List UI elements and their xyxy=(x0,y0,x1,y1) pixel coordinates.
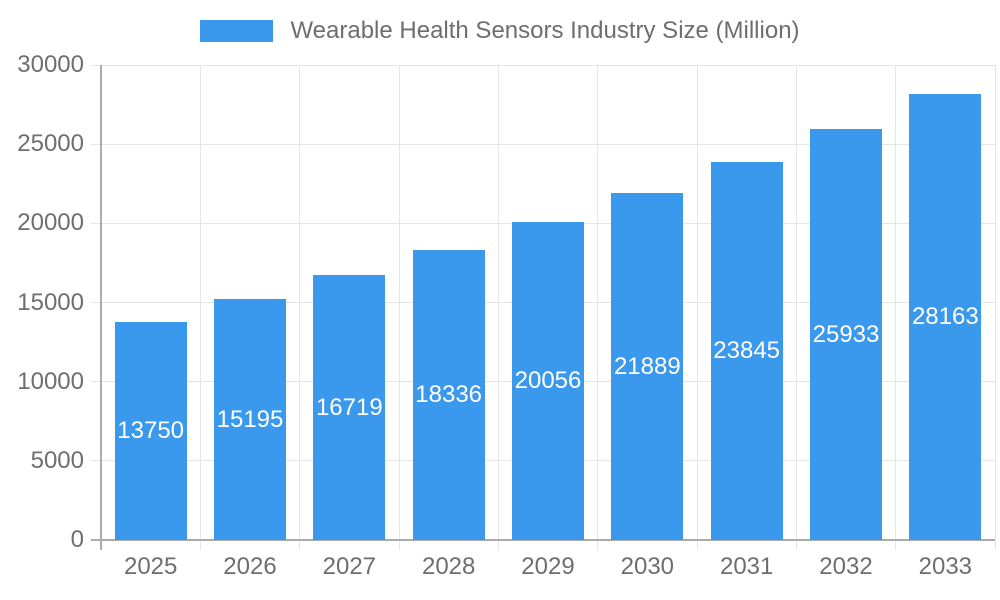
y-axis-label: 10000 xyxy=(17,367,84,395)
v-gridline xyxy=(597,65,599,540)
x-axis-label: 2033 xyxy=(918,553,973,580)
v-gridline xyxy=(497,65,499,540)
y-axis-tick xyxy=(91,143,101,145)
bar-2025[interactable]: 13750 xyxy=(114,322,187,540)
y-axis-tick xyxy=(91,381,101,383)
x-axis-line xyxy=(101,539,995,541)
h-gridline xyxy=(101,143,995,145)
x-axis-label: 2026 xyxy=(223,553,277,580)
bar-2030[interactable]: 21889 xyxy=(611,193,684,540)
y-axis-tick xyxy=(91,539,101,541)
x-axis-label: 2031 xyxy=(719,553,774,580)
bar-2026[interactable]: 15195 xyxy=(214,299,286,540)
bar-value-label: 13750 xyxy=(117,417,185,445)
x-axis-label: 2028 xyxy=(421,553,476,580)
bar-2033[interactable]: 28163 xyxy=(909,94,982,540)
bar-value-label: 21889 xyxy=(613,352,681,380)
y-axis-label: 5000 xyxy=(30,446,84,474)
y-axis-tick xyxy=(91,460,101,462)
x-axis-tick xyxy=(795,540,797,550)
x-axis-label: 2027 xyxy=(322,553,377,580)
y-axis-tick xyxy=(91,302,101,303)
v-gridline xyxy=(994,65,996,540)
x-axis-tick xyxy=(597,540,599,550)
x-axis-tick xyxy=(895,540,897,550)
x-axis-label: 2029 xyxy=(521,553,575,580)
bar-value-label: 23845 xyxy=(713,337,781,365)
bar-2031[interactable]: 23845 xyxy=(710,162,783,540)
v-gridline xyxy=(199,65,201,540)
v-gridline xyxy=(795,65,797,540)
x-axis-tick xyxy=(100,540,102,550)
y-axis-tick xyxy=(91,222,101,224)
bar-2027[interactable]: 16719 xyxy=(313,275,386,540)
x-axis-tick xyxy=(299,540,301,550)
y-axis-line xyxy=(100,65,102,540)
h-gridline xyxy=(101,64,995,66)
bar-value-label: 20056 xyxy=(514,367,582,395)
bar-value-label: 16719 xyxy=(315,393,383,421)
bar-2029[interactable]: 20056 xyxy=(512,222,584,540)
bar-2032[interactable]: 25933 xyxy=(810,129,882,540)
x-axis-tick xyxy=(696,540,698,550)
y-axis-label: 15000 xyxy=(17,288,84,316)
bar-2028[interactable]: 18336 xyxy=(412,249,485,540)
y-axis-tick xyxy=(91,64,101,66)
x-axis-label: 2032 xyxy=(819,553,873,580)
bar-value-label: 18336 xyxy=(415,380,483,408)
x-axis-tick xyxy=(199,540,201,550)
bar-value-label: 25933 xyxy=(812,320,880,348)
bar-value-label: 15195 xyxy=(216,405,284,433)
bar-value-label: 28163 xyxy=(911,303,979,331)
chart-legend[interactable]: Wearable Health Sensors Industry Size (M… xyxy=(0,16,1000,46)
y-axis-label: 30000 xyxy=(17,51,84,78)
y-axis-label: 0 xyxy=(70,526,84,553)
legend-swatch xyxy=(200,20,274,42)
v-gridline xyxy=(696,65,698,540)
x-axis-label: 2025 xyxy=(123,553,178,580)
v-gridline xyxy=(299,65,301,540)
v-gridline xyxy=(895,65,897,540)
y-axis-label: 25000 xyxy=(17,130,84,158)
x-axis-tick xyxy=(497,540,499,550)
legend-label: Wearable Health Sensors Industry Size (M… xyxy=(290,17,800,44)
x-axis-tick xyxy=(398,540,400,550)
v-gridline xyxy=(398,65,400,540)
y-axis-label: 20000 xyxy=(17,209,84,237)
x-axis-tick xyxy=(994,540,996,550)
x-axis-label: 2030 xyxy=(620,553,675,580)
